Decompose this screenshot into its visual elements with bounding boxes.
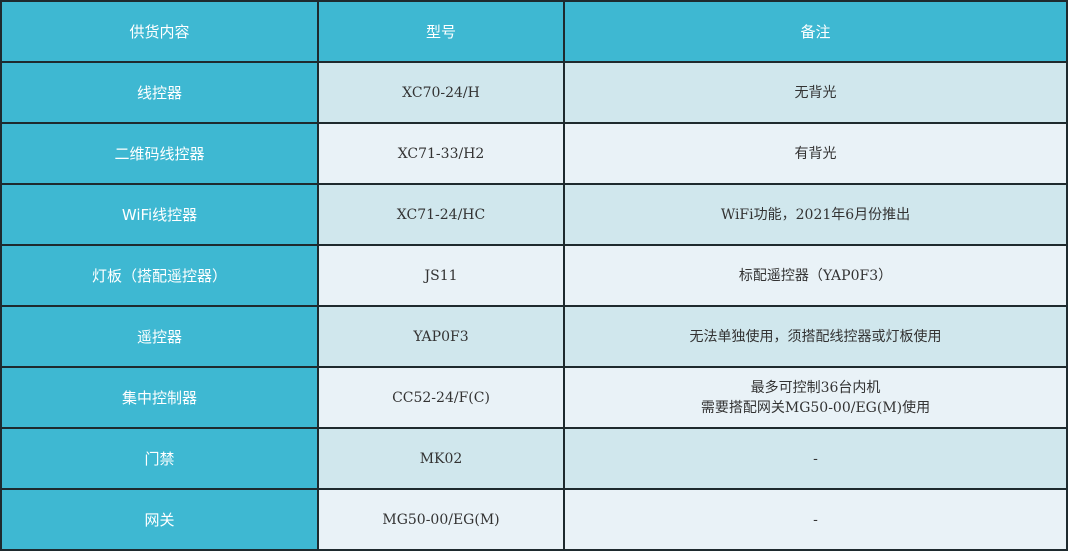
note-cell: WiFi功能，2021年6月份推出	[563, 183, 1068, 246]
model-cell: XC71-24/HC	[317, 183, 565, 246]
supply-cell: 网关	[0, 488, 319, 551]
note-cell: 有背光	[563, 122, 1068, 185]
supply-cell: 集中控制器	[0, 366, 319, 429]
model-cell: MG50-00/EG(M)	[317, 488, 565, 551]
supply-cell: 遥控器	[0, 305, 319, 368]
header-note: 备注	[563, 0, 1068, 63]
header-model: 型号	[317, 0, 565, 63]
note-cell: -	[563, 488, 1068, 551]
supply-cell: 线控器	[0, 61, 319, 124]
table-row: 遥控器 YAP0F3 无法单独使用，须搭配线控器或灯板使用	[0, 305, 1068, 368]
table-row: 二维码线控器 XC71-33/H2 有背光	[0, 122, 1068, 185]
note-line: 需要搭配网关MG50-00/EG(M)使用	[700, 399, 931, 416]
model-cell: MK02	[317, 427, 565, 490]
model-cell: XC70-24/H	[317, 61, 565, 124]
supply-cell: 灯板（搭配遥控器）	[0, 244, 319, 307]
model-cell: YAP0F3	[317, 305, 565, 368]
note-cell: -	[563, 427, 1068, 490]
note-line: 最多可控制36台内机	[750, 379, 881, 396]
note-cell: 无背光	[563, 61, 1068, 124]
header-row: 供货内容 型号 备注	[0, 0, 1068, 63]
note-cell: 标配遥控器（YAP0F3）	[563, 244, 1068, 307]
table-row: 网关 MG50-00/EG(M) -	[0, 488, 1068, 551]
model-cell: JS11	[317, 244, 565, 307]
supply-cell: 二维码线控器	[0, 122, 319, 185]
header-supply: 供货内容	[0, 0, 319, 63]
table-row: WiFi线控器 XC71-24/HC WiFi功能，2021年6月份推出	[0, 183, 1068, 246]
table-row: 门禁 MK02-	[0, 427, 1068, 490]
note-cell: 最多可控制36台内机需要搭配网关MG50-00/EG(M)使用	[563, 366, 1068, 429]
supply-cell: 门禁	[0, 427, 319, 490]
model-cell: CC52-24/F(C)	[317, 366, 565, 429]
supply-cell: WiFi线控器	[0, 183, 319, 246]
table-row: 线控器 XC70-24/H 无背光	[0, 61, 1068, 124]
table-row: 灯板（搭配遥控器） JS11 标配遥控器（YAP0F3）	[0, 244, 1068, 307]
table-row: 集中控制器 CC52-24/F(C) 最多可控制36台内机 需要搭配网关MG50-00…	[0, 366, 1068, 429]
model-cell: XC71-33/H2	[317, 122, 565, 185]
note-cell: 无法单独使用，须搭配线控器或灯板使用	[563, 305, 1068, 368]
